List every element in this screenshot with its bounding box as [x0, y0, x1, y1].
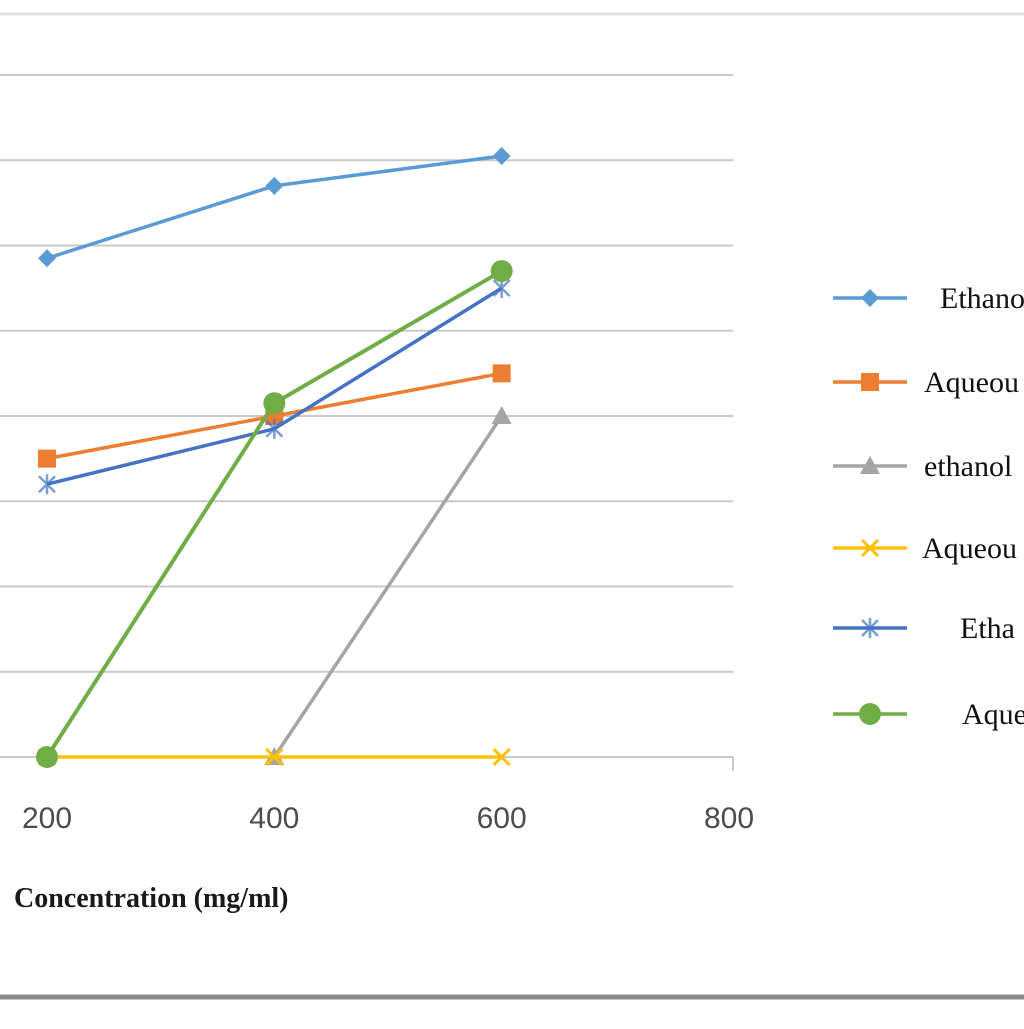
data-point — [263, 392, 286, 415]
legend-label: ethanol — [924, 450, 1012, 483]
x-tick-label: 400 — [249, 802, 299, 835]
data-point — [38, 249, 56, 268]
series-2 — [38, 364, 511, 468]
legend-label: Ethano — [940, 282, 1024, 315]
data-point — [36, 746, 58, 768]
legend-item: Aque — [833, 698, 1024, 731]
legend-marker — [860, 456, 880, 474]
data-point — [490, 260, 513, 283]
legend-marker — [859, 703, 881, 725]
data-point — [492, 364, 511, 383]
data-point — [265, 418, 284, 439]
series-1 — [38, 146, 511, 268]
legend-marker — [861, 618, 879, 638]
data-point — [492, 747, 511, 767]
x-axis-ticks: 200 400 600 800 — [22, 802, 754, 835]
series-line — [46, 154, 502, 260]
x-tick-label: 200 — [22, 802, 72, 835]
x-tick-label: 600 — [477, 802, 527, 835]
x-tick-label: 800 — [704, 802, 754, 835]
legend-label: Aqueou — [922, 532, 1017, 565]
data-point — [491, 406, 512, 424]
data-point — [38, 474, 56, 495]
series-5 — [38, 278, 511, 495]
series-line — [45, 269, 503, 759]
data-point — [492, 146, 511, 165]
legend-item: Ethano — [833, 282, 1024, 315]
legend-item: Aqueou — [833, 366, 1019, 399]
data-point — [38, 449, 56, 468]
data-point — [265, 176, 284, 195]
series-group — [36, 146, 513, 768]
legend: Ethano Aqueou ethanol Aqueou Etha Aque — [833, 282, 1024, 731]
series-line — [272, 415, 504, 758]
legend-marker — [861, 373, 879, 391]
legend-item: Etha — [833, 612, 1015, 645]
data-point — [265, 747, 284, 767]
legend-item: ethanol — [833, 450, 1012, 483]
legend-marker — [861, 289, 879, 307]
legend-marker — [860, 538, 880, 558]
gridlines — [0, 74, 734, 771]
legend-label: Aqueou — [924, 366, 1019, 399]
legend-label: Etha — [960, 612, 1015, 645]
legend-label: Aque — [962, 698, 1024, 731]
x-axis-title: Concentration (mg/ml) — [14, 883, 289, 914]
legend-item: Aqueou — [833, 532, 1017, 565]
series-6 — [36, 260, 513, 768]
